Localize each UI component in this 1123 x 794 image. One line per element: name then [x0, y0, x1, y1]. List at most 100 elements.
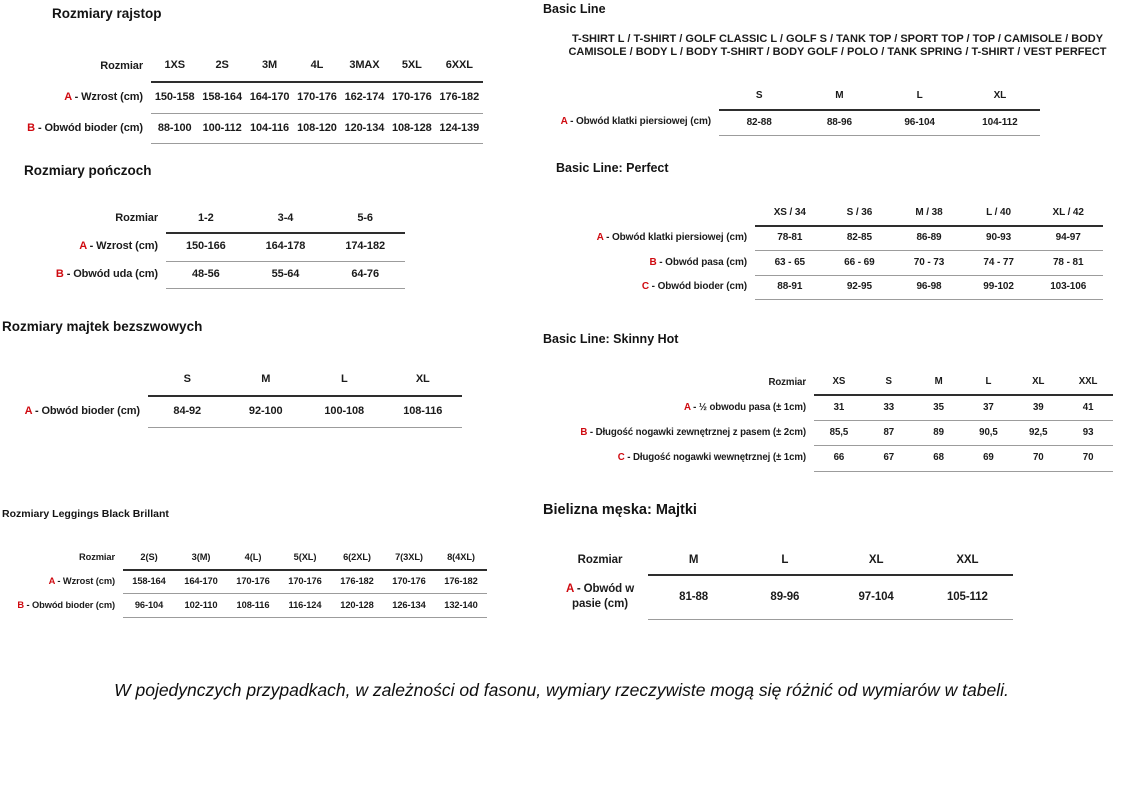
size-column-header: 7(3XL) — [383, 546, 435, 571]
measurement-letter: B — [17, 599, 25, 610]
measurement-label: C - Obwód bioder (cm) — [641, 281, 747, 292]
size-value: 78-81 — [755, 225, 825, 251]
size-value: 176-182 — [435, 81, 483, 114]
size-value: 120-128 — [331, 593, 383, 618]
measurement-label: A - Wzrost (cm) — [48, 575, 115, 586]
size-value: 55-64 — [245, 261, 326, 290]
size-value: 150-166 — [166, 232, 246, 262]
table-corner-label: Rozmiar — [577, 554, 623, 567]
measurement-letter: C — [617, 452, 625, 464]
size-value: 84-92 — [148, 395, 227, 428]
table-corner-label: Rozmiar — [79, 552, 115, 562]
bielizna-meska-size-table: Rozmiar M L XL XXL A - Obwód w pasie (cm) 81-8… — [558, 546, 1013, 620]
size-value: 100-112 — [198, 113, 246, 145]
measurement-letter: B — [27, 121, 35, 134]
size-value: 103-106 — [1033, 275, 1103, 300]
section-title-bielizna-meska: Bielizna męska: Majtki — [543, 502, 697, 518]
size-column-header: XL / 42 — [1033, 201, 1103, 227]
size-value: 89-96 — [739, 575, 831, 620]
size-value: 88-100 — [151, 113, 199, 145]
size-column-header: L — [963, 370, 1014, 397]
size-value: 120-134 — [340, 113, 389, 145]
size-value: 48-56 — [166, 261, 246, 290]
size-table: Rozmiar 1XS 2S 3M 4L 3MAX 5XL 6XXL A - Wzrost (c… — [25, 51, 483, 145]
size-column-header: 5-6 — [325, 205, 405, 234]
measurement-row: A - ½ obwodu pasa (± 1cm) 31 33 35 37 39 41 — [556, 395, 1113, 422]
measurement-label: B - Obwód uda (cm) — [55, 268, 158, 280]
header-row: Rozmiar 1-2 3-4 5-6 — [40, 205, 405, 234]
size-value: 108-128 — [388, 113, 436, 145]
size-column-header: S — [719, 84, 800, 111]
size-column-header: 6(2XL) — [331, 546, 383, 571]
size-value: 97-104 — [830, 575, 922, 620]
measurement-letter: B — [55, 268, 64, 280]
size-value: 162-174 — [340, 81, 389, 114]
measurement-row: A - Wzrost (cm) 150-158 158-164 164-170 170-… — [25, 81, 483, 114]
measurement-letter: A — [565, 583, 574, 596]
size-value: 170-176 — [293, 81, 341, 114]
size-value: 158-164 — [123, 569, 175, 595]
header-row: Rozmiar 2(S) 3(M) 4(L) 5(XL) 6(2XL) 7(3XL) 8(4X… — [5, 546, 487, 571]
size-value: 102-110 — [175, 593, 227, 618]
size-value: 89 — [913, 420, 964, 447]
size-column-header: 1-2 — [166, 205, 246, 234]
measurement-row: B - Obwód bioder (cm) 88-100 100-112 104-11… — [25, 113, 483, 145]
size-value: 90,5 — [963, 420, 1014, 447]
section-title-basic-line-perfect: Basic Line: Perfect — [556, 161, 669, 175]
measurement-label: A - Obwód w pasie (cm) — [565, 583, 635, 611]
size-column-header: M — [226, 365, 305, 397]
size-column-header: XL — [959, 84, 1040, 111]
size-column-header: M / 38 — [894, 201, 964, 227]
section-title-basic-line: Basic Line — [543, 2, 606, 16]
size-column-header: L / 40 — [963, 201, 1034, 227]
size-value: 164-170 — [175, 569, 227, 595]
size-value: 164-170 — [245, 81, 294, 114]
basic-line-perfect-size-table: XS / 34 S / 36 M / 38 L / 40 XL / 42 A - Obwó… — [577, 201, 1103, 300]
measurement-letter: C — [641, 281, 649, 292]
size-column-header: XXL — [1063, 370, 1113, 397]
table-corner-label — [2, 365, 148, 396]
size-value: 70 - 73 — [894, 250, 964, 276]
size-column-header: 4(L) — [227, 546, 279, 571]
header-row: XS / 34 S / 36 M / 38 L / 40 XL / 42 — [577, 201, 1103, 227]
measurement-letter: A — [79, 240, 87, 252]
size-value: 174-182 — [325, 232, 405, 262]
size-value: 126-134 — [383, 593, 435, 618]
size-value: 69 — [963, 445, 1014, 472]
measurement-row: B - Obwód uda (cm) 48-56 55-64 64-76 — [40, 261, 405, 290]
size-column-header: 5(XL) — [279, 546, 331, 571]
size-value: 82-85 — [824, 225, 895, 251]
size-table: Rozmiar XS S M L XL XXL A - ½ obwodu pasa (± 1c… — [556, 370, 1113, 472]
size-column-header: 6XXL — [435, 51, 483, 83]
measurement-row: A - Wzrost (cm) 158-164 164-170 170-176 170-… — [5, 569, 487, 595]
header-row: S M L XL — [2, 365, 462, 397]
size-column-header: L — [739, 546, 831, 577]
measurement-letter: A — [48, 575, 55, 586]
table-corner-label: Rozmiar — [115, 212, 158, 224]
size-value: 92-95 — [824, 275, 895, 300]
size-value: 90-93 — [963, 225, 1034, 251]
measurement-label: B - Długość nogawki zewnętrznej z pasem … — [580, 427, 806, 439]
section-title-majtki-bezszwowe: Rozmiary majtek bezszwowych — [2, 319, 203, 334]
measurement-row: A - Obwód w pasie (cm) 81-88 89-96 97-104 10… — [558, 575, 1013, 620]
size-column-header: M — [913, 370, 964, 397]
size-column-header: 3-4 — [245, 205, 326, 234]
measurement-label: A - Wzrost (cm) — [64, 90, 143, 103]
size-column-header: 3(M) — [175, 546, 227, 571]
header-row: Rozmiar 1XS 2S 3M 4L 3MAX 5XL 6XXL — [25, 51, 483, 83]
measurement-row: A - Obwód klatki piersiowej (cm) 78-81 82-… — [577, 225, 1103, 251]
table-corner-label — [541, 84, 719, 110]
size-column-header: XL — [383, 365, 462, 397]
ponczochy-size-table: Rozmiar 1-2 3-4 5-6 A - Wzrost (cm) 150-166 16… — [40, 205, 405, 290]
size-value: 63 - 65 — [755, 250, 825, 276]
size-table: S M L XL A - Obwód klatki piersiowej (cm) 82-… — [541, 84, 1040, 136]
size-table: XS / 34 S / 36 M / 38 L / 40 XL / 42 A - Obwó… — [577, 201, 1103, 300]
header-row: Rozmiar M L XL XXL — [558, 546, 1013, 577]
size-column-header: XL — [1013, 370, 1064, 397]
size-value: 108-120 — [293, 113, 341, 145]
size-value: 104-116 — [245, 113, 294, 145]
size-column-header: 3MAX — [340, 51, 389, 83]
size-value: 33 — [863, 395, 914, 422]
size-column-header: M — [648, 546, 740, 577]
size-column-header: XL — [830, 546, 922, 577]
